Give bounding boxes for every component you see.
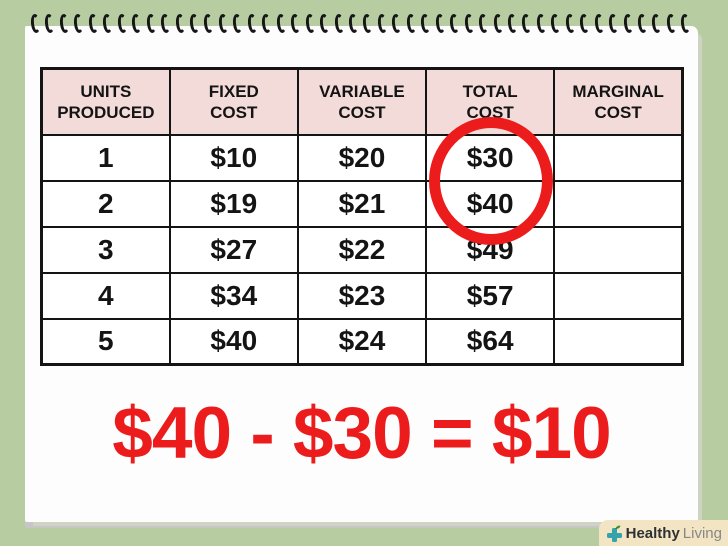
table-cell: $40 xyxy=(425,179,556,228)
table-cell: $19 xyxy=(168,179,299,228)
table-row: 4 $34 $23 $57 xyxy=(40,271,684,320)
spiral-ring xyxy=(232,13,244,34)
spiral-ring xyxy=(87,13,99,34)
spiral-ring xyxy=(261,13,273,34)
table-cell xyxy=(553,179,684,228)
watermark: Healthy Living xyxy=(598,520,728,546)
spiral-ring xyxy=(651,13,663,34)
spiral-ring xyxy=(579,13,591,34)
table-cell: 3 xyxy=(40,225,171,274)
table-cell: $40 xyxy=(168,317,299,366)
table-row: 3 $27 $22 $49 xyxy=(40,225,684,274)
spiral-ring xyxy=(246,13,258,34)
spiral-ring xyxy=(304,13,316,34)
watermark-light-text: Living xyxy=(682,524,722,542)
column-header: VARIABLE COST xyxy=(296,67,428,136)
spiral-ring xyxy=(275,13,287,34)
spiral-ring xyxy=(30,13,41,34)
spiral-ring xyxy=(333,13,345,34)
cost-table: UNITS PRODUCED FIXED COST VARIABLE COST TOT… xyxy=(40,67,684,366)
spiral-ring xyxy=(376,13,388,34)
column-header: MARGINAL COST xyxy=(553,67,684,136)
spiral-ring xyxy=(290,13,302,34)
spiral-ring xyxy=(362,13,374,34)
table-cell: $49 xyxy=(425,225,556,274)
table-cell: $34 xyxy=(168,271,299,320)
spiral-ring xyxy=(434,13,446,34)
table-cell: $27 xyxy=(168,225,299,274)
table-cell: $21 xyxy=(296,179,428,228)
plus-leaf-icon xyxy=(606,525,623,542)
spiral-ring xyxy=(680,13,692,34)
spiral-ring xyxy=(637,13,648,34)
table-cell: 1 xyxy=(40,133,171,182)
table-body: 1 $10 $20 $30 2 $19 $21 $40 3 $27 $22 $49 4 $34 $23 $57… xyxy=(40,133,684,366)
spiral-ring xyxy=(348,13,359,34)
spiral-ring xyxy=(73,13,85,34)
spiral-ring xyxy=(58,13,70,34)
spiral-ring xyxy=(521,13,533,34)
spiral-ring xyxy=(174,13,186,34)
spiral-ring xyxy=(145,13,157,34)
table-row: 2 $19 $21 $40 xyxy=(40,179,684,228)
spiral-ring xyxy=(492,13,504,34)
table-cell: $64 xyxy=(425,317,556,366)
table-row: 5 $40 $24 $64 xyxy=(40,317,684,366)
spiral-ring xyxy=(593,13,605,34)
spiral-ring xyxy=(102,13,114,34)
table-cell: $20 xyxy=(296,133,428,182)
table-row: 1 $10 $20 $30 xyxy=(40,133,684,182)
spiral-ring xyxy=(564,13,576,34)
table-cell: $57 xyxy=(425,271,556,320)
spiral-ring xyxy=(116,13,128,34)
spiral-ring xyxy=(449,13,461,34)
equation-text: $40 - $30 = $10 xyxy=(112,393,611,474)
spiral-ring xyxy=(319,13,331,34)
spiral-ring xyxy=(44,13,56,34)
table-cell: 2 xyxy=(40,179,171,228)
column-header: TOTAL COST xyxy=(425,67,556,136)
spiral-ring xyxy=(160,13,172,34)
spiral-ring xyxy=(506,13,518,34)
spiral-ring xyxy=(391,13,403,34)
column-header: UNITS PRODUCED xyxy=(40,67,171,136)
table-cell: $30 xyxy=(425,133,556,182)
table-cell xyxy=(553,317,684,366)
spiral-ring xyxy=(478,13,490,34)
table-cell xyxy=(553,271,684,320)
spiral-ring xyxy=(131,13,143,34)
spiral-ring xyxy=(622,13,634,34)
spiral-ring xyxy=(608,13,620,34)
column-header: FIXED COST xyxy=(168,67,299,136)
table-cell: $22 xyxy=(296,225,428,274)
spiral-ring xyxy=(189,13,200,34)
spiral-ring xyxy=(550,13,562,34)
spiral-ring xyxy=(420,13,432,34)
table-cell: $24 xyxy=(296,317,428,366)
spiral-ring xyxy=(203,13,215,34)
table-cell xyxy=(553,225,684,274)
spiral-ring xyxy=(463,13,475,34)
table-cell: $10 xyxy=(168,133,299,182)
spiral-binding xyxy=(30,13,692,34)
watermark-bold-text: Healthy xyxy=(625,524,680,542)
table-cell xyxy=(553,133,684,182)
table-cell: $23 xyxy=(296,271,428,320)
spiral-ring xyxy=(535,13,547,34)
header-row: UNITS PRODUCED FIXED COST VARIABLE COST TOT… xyxy=(40,67,684,136)
spiral-ring xyxy=(665,13,677,34)
table-cell: 5 xyxy=(40,317,171,366)
spiral-ring xyxy=(405,13,417,34)
table-cell: 4 xyxy=(40,271,171,320)
spiral-ring xyxy=(217,13,229,34)
